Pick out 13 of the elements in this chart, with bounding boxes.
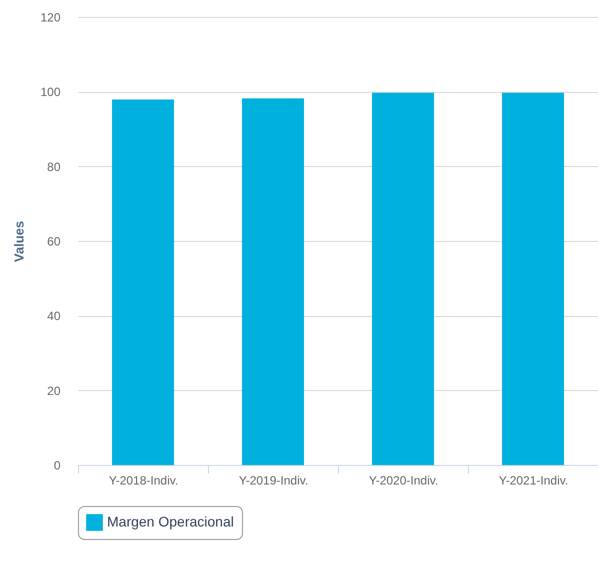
legend-label: Margen Operacional <box>107 514 234 530</box>
y-tick-label: 20 <box>47 384 61 398</box>
x-tick-label: Y-2019-Indiv. <box>238 474 308 488</box>
x-tick-label: Y-2020-Indiv. <box>368 474 438 488</box>
y-tick-label: 80 <box>47 160 61 174</box>
y-axis-title: Values <box>11 220 26 262</box>
y-tick-label: 0 <box>54 458 61 472</box>
y-tick-label: 60 <box>47 234 61 248</box>
y-tick-label: 120 <box>40 10 61 24</box>
x-tick-label: Y-2021-Indiv. <box>498 474 568 488</box>
y-tick-label: 100 <box>40 85 61 100</box>
y-tick-label: 40 <box>47 309 61 324</box>
x-tick-label: Y-2018-Indiv. <box>108 474 178 488</box>
